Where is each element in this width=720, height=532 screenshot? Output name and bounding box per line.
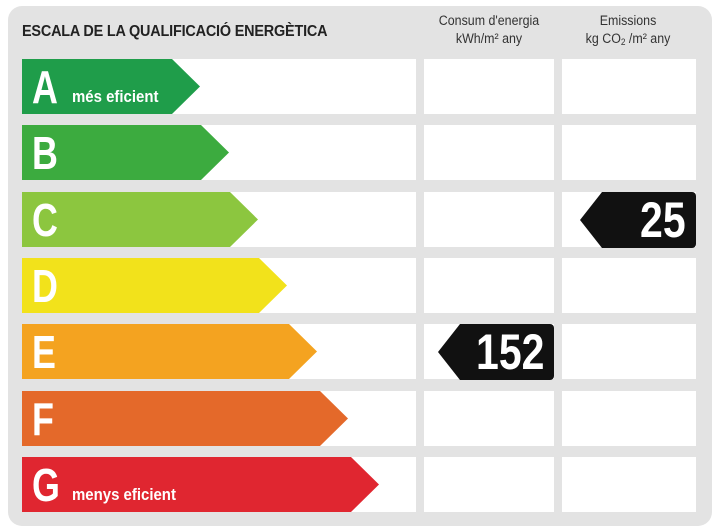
rating-letter-e: E	[32, 326, 56, 378]
consumption-value-tag-value: 152	[475, 324, 544, 380]
consumption-cell-d	[424, 258, 554, 313]
emissions-cell-e	[562, 324, 696, 379]
emissions-column-header: Emissions kg CO2 /m² any	[565, 12, 690, 51]
emissions-unit-prefix: kg CO	[585, 31, 621, 46]
rating-letter-c: C	[32, 194, 58, 246]
emissions-cell-d	[562, 258, 696, 313]
emissions-value-tag: 25	[580, 192, 696, 248]
rating-letter-f: F	[32, 393, 54, 445]
emissions-header-unit: kg CO2 /m² any	[565, 30, 690, 51]
consumption-cell-g	[424, 457, 554, 512]
consumption-header-line1: Consum d'energia	[438, 13, 540, 28]
rating-letter-a: A	[32, 61, 58, 113]
rating-letter-d: D	[32, 260, 58, 312]
rating-letter-g: G	[32, 459, 60, 511]
consumption-cell-b	[424, 125, 554, 180]
emissions-cell-g	[562, 457, 696, 512]
rating-letter-b: B	[32, 127, 58, 179]
emissions-header-line1: Emissions	[599, 13, 657, 28]
rating-arrow-f: F	[22, 391, 348, 446]
consumption-value-tag: 152	[438, 324, 554, 380]
consumption-cell-f	[424, 391, 554, 446]
rating-arrow-e: E	[22, 324, 317, 379]
consumption-cell-c	[424, 192, 554, 247]
consumption-column-header: Consum d'energia kWh/m² any	[429, 12, 549, 48]
consumption-cell-a	[424, 59, 554, 114]
emissions-unit-subscript: 2	[620, 37, 626, 47]
emissions-unit-suffix: /m² any	[625, 31, 671, 46]
emissions-cell-f	[562, 391, 696, 446]
emissions-cell-b	[562, 125, 696, 180]
rating-arrow-b: B	[22, 125, 229, 180]
rating-arrow-d: D	[22, 258, 287, 313]
emissions-value-tag-value: 25	[640, 192, 686, 248]
consumption-header-unit: kWh/m² any	[455, 31, 523, 46]
emissions-cell-a	[562, 59, 696, 114]
scale-title: ESCALA DE LA QUALIFICACIÓ ENERGÈTICA	[22, 23, 328, 40]
rating-sublabel-a: més eficient	[72, 87, 159, 106]
rating-arrow-c: C	[22, 192, 258, 247]
rating-sublabel-g: menys eficient	[72, 485, 176, 504]
